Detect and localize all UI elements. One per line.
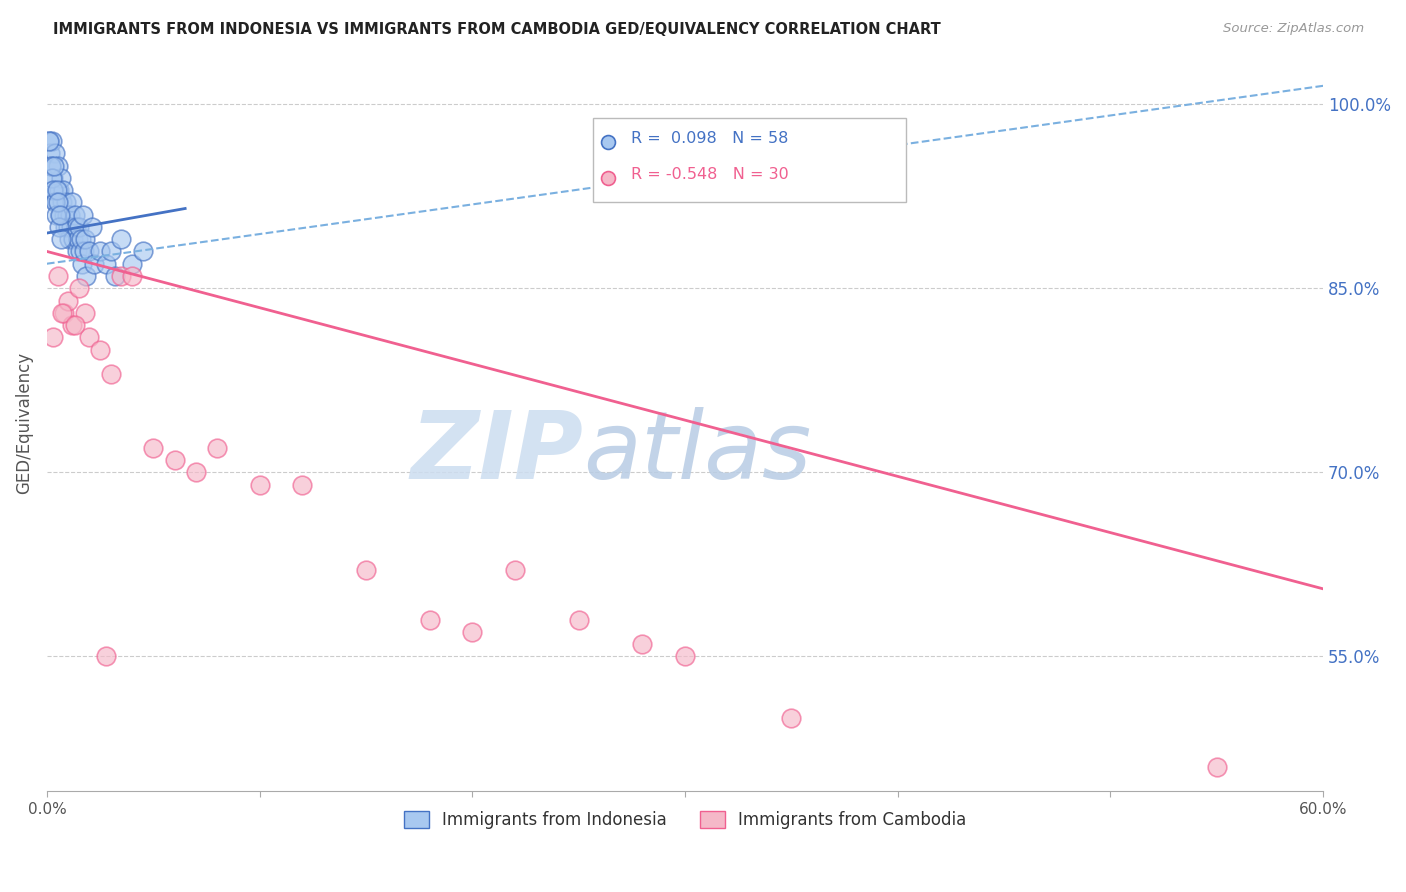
Point [67,219,90,234]
Text: R = -0.548   N = 30: R = -0.548 N = 30 [631,167,789,182]
Point [53,219,76,234]
Point [62,318,84,332]
Point [121,257,143,271]
Point [69,244,91,259]
Point [83,257,105,271]
Point [780,711,803,725]
Point [75,232,97,246]
Point [42,330,65,344]
Point [184,465,207,479]
Point [70,232,93,246]
Point [249,477,271,491]
Point [63,208,86,222]
Text: R =  0.098   N = 58: R = 0.098 N = 58 [631,131,789,145]
Point [49,208,72,222]
Point [51,195,73,210]
Point [46,183,69,197]
Point [45,195,67,210]
Text: ZIP: ZIP [411,407,583,499]
Point [42,159,65,173]
Point [52,183,75,197]
Point [70,257,93,271]
Text: IMMIGRANTS FROM INDONESIA VS IMMIGRANTS FROM CAMBODIA GED/EQUIVALENCY CORRELATIO: IMMIGRANTS FROM INDONESIA VS IMMIGRANTS … [53,22,941,37]
Point [75,268,97,283]
Point [104,268,127,283]
Point [131,244,153,259]
Text: Source: ZipAtlas.com: Source: ZipAtlas.com [1223,22,1364,36]
Point [48,208,70,222]
Point [205,441,228,455]
Point [48,219,70,234]
Point [100,367,122,381]
Point [39,159,62,173]
Point [75,306,97,320]
Point [52,208,75,222]
Point [60,219,83,234]
Point [89,343,111,357]
Point [568,613,591,627]
Point [58,232,80,246]
Point [38,134,60,148]
Point [1205,760,1227,774]
Point [45,208,67,222]
Point [51,232,73,246]
Point [52,306,75,320]
Point [46,268,69,283]
Point [354,564,377,578]
Point [419,613,441,627]
Point [38,134,60,148]
Point [461,624,484,639]
FancyBboxPatch shape [593,118,905,202]
Point [66,244,89,259]
Point [110,268,132,283]
Point [44,146,66,161]
Point [42,183,65,197]
Point [48,183,70,197]
Point [42,170,65,185]
Point [44,195,66,210]
Point [55,195,77,210]
Point [51,306,73,320]
Point [56,219,79,234]
Point [39,159,62,173]
Point [49,170,72,185]
Point [673,649,696,664]
Point [79,244,101,259]
Legend: Immigrants from Indonesia, Immigrants from Cambodia: Immigrants from Indonesia, Immigrants fr… [396,805,973,836]
Point [110,232,132,246]
Point [121,268,143,283]
Point [163,453,186,467]
Point [96,649,118,664]
Text: atlas: atlas [583,407,811,498]
Point [291,477,314,491]
Point [96,257,118,271]
Point [41,134,63,148]
Point [66,232,89,246]
Point [41,170,63,185]
Point [63,318,86,332]
Point [100,244,122,259]
Point [39,146,62,161]
Point [67,281,90,295]
Point [72,208,94,222]
Point [46,159,69,173]
Point [89,244,111,259]
Y-axis label: GED/Equivalency: GED/Equivalency [15,352,32,494]
Point [62,195,84,210]
Point [62,232,84,246]
Point [503,564,526,578]
Point [56,293,79,308]
Point [65,219,87,234]
Point [59,208,82,222]
Point [631,637,654,651]
Point [79,330,101,344]
Point [73,244,96,259]
Point [44,183,66,197]
Point [56,208,79,222]
Point [80,219,103,234]
Point [46,195,69,210]
Point [142,441,165,455]
